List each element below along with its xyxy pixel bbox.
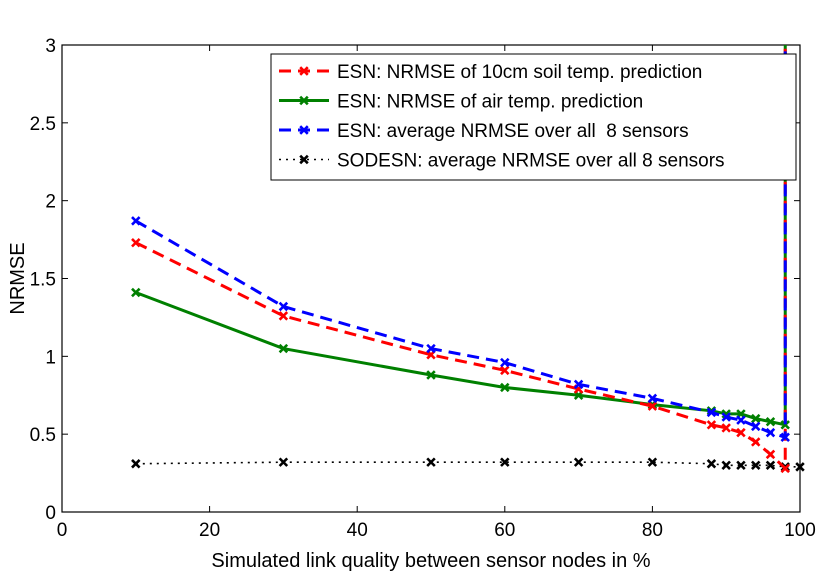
legend-item: ESN: NRMSE of 10cm soil temp. prediction [279, 62, 702, 83]
x-tick-label: 0 [57, 520, 68, 541]
legend: ESN: NRMSE of 10cm soil temp. prediction… [270, 53, 797, 181]
tick-labels: 0 20 40 60 80 100 0 0.5 1 1.5 2 2.5 3 [30, 36, 816, 541]
data-point-marker [795, 462, 805, 472]
series-3 [131, 457, 805, 472]
y-tick-label: 2.5 [30, 114, 56, 135]
legend-item: ESN: NRMSE of air temp. prediction [279, 92, 643, 113]
data-point-marker [426, 343, 436, 354]
legend-label: ESN: NRMSE of air temp. prediction [337, 92, 643, 113]
data-point-marker [780, 463, 790, 474]
data-point-marker [706, 459, 717, 469]
x-axis-title: Simulated link quality between sensor no… [211, 550, 650, 572]
series-0 [131, 45, 790, 474]
data-point-marker [765, 427, 776, 438]
legend-item: SODESN: average NRMSE over all 8 sensors [279, 151, 725, 172]
data-point-marker [706, 420, 717, 430]
data-point-marker [500, 457, 510, 467]
y-tick-label: 1.5 [30, 270, 56, 291]
legend-marker [299, 154, 309, 165]
legend-marker [299, 125, 309, 135]
data-point-marker [721, 423, 731, 433]
data-point-marker [647, 393, 658, 404]
legend-box [270, 53, 797, 181]
data-point-marker [426, 370, 436, 380]
legend-item: ESN: average NRMSE over all 8 sensors [279, 121, 689, 142]
data-point-marker [278, 311, 289, 321]
data-point-marker [751, 413, 761, 424]
data-point-marker [765, 460, 776, 471]
data-point-marker [736, 415, 746, 425]
legend-marker [299, 95, 309, 106]
legend-label: ESN: NRMSE of 10cm soil temp. prediction [337, 62, 702, 83]
data-point-marker [721, 412, 731, 422]
data-point-marker [278, 343, 289, 354]
data-point-marker [706, 407, 717, 418]
data-point-marker [573, 379, 584, 390]
y-tick-label: 0 [45, 503, 56, 524]
data-point-marker [500, 382, 510, 393]
data-point-marker [500, 365, 510, 376]
data-point-marker [278, 301, 289, 312]
data-point-marker [278, 457, 289, 467]
x-tick-label: 80 [642, 520, 663, 541]
data-point-marker [780, 432, 790, 442]
y-tick-label: 1 [45, 347, 56, 368]
y-tick-label: 0.5 [30, 425, 56, 446]
data-point-marker [751, 437, 761, 447]
y-tick-label: 3 [45, 36, 56, 57]
data-point-marker [573, 457, 584, 467]
data-point-marker [647, 401, 658, 411]
data-point-marker [751, 421, 761, 432]
data-point-marker [131, 287, 141, 298]
legend-marker [299, 66, 309, 76]
data-point-marker [751, 460, 761, 471]
data-point-marker [765, 416, 776, 427]
data-point-marker [131, 216, 141, 226]
data-point-marker [765, 449, 776, 460]
data-point-marker [500, 357, 510, 368]
y-tick-label: 2 [45, 192, 56, 213]
data-point-marker [131, 237, 141, 248]
legend-label: ESN: average NRMSE over all 8 sensors [337, 121, 689, 142]
data-point-marker [131, 459, 141, 469]
x-tick-label: 40 [347, 520, 368, 541]
axis-ticks [61, 44, 801, 513]
series-2 [131, 45, 790, 442]
x-tick-label: 20 [199, 520, 220, 541]
legend-label: SODESN: average NRMSE over all 8 sensors [337, 151, 725, 172]
series-layer [131, 45, 805, 474]
y-axis-title: NRMSE [7, 242, 29, 314]
x-tick-label: 60 [494, 520, 515, 541]
data-point-marker [647, 457, 658, 467]
data-point-marker [426, 457, 436, 467]
x-tick-label: 100 [784, 520, 816, 541]
data-point-marker [721, 460, 731, 471]
data-point-marker [736, 427, 746, 438]
data-point-marker [780, 420, 790, 430]
data-point-marker [736, 460, 746, 471]
